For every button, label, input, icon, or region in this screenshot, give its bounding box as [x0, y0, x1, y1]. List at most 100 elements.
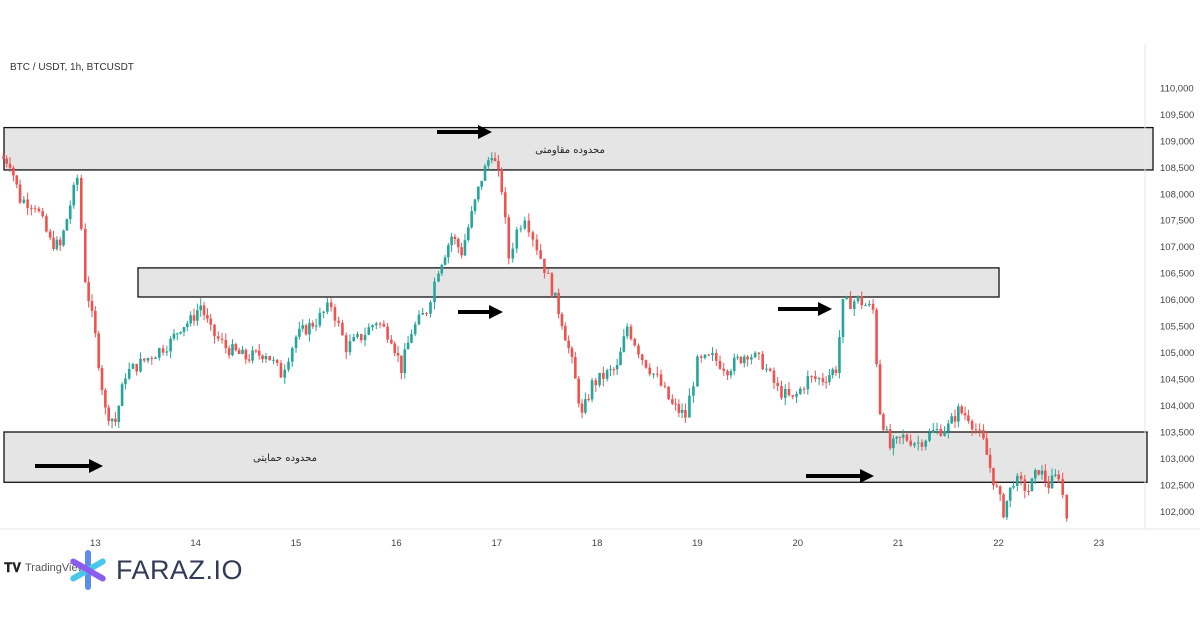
candle-body	[718, 360, 722, 369]
candle-body	[473, 199, 477, 212]
y-tick-label: 107,000	[1160, 242, 1194, 253]
middle-zone	[137, 267, 1000, 298]
candle-body	[663, 385, 667, 387]
candle-body	[892, 438, 895, 449]
candle-body	[483, 165, 487, 181]
candle-body	[1033, 470, 1037, 479]
candle-body	[124, 378, 127, 385]
candle-body	[120, 384, 124, 406]
candle-body	[279, 362, 283, 378]
candle-body	[254, 350, 258, 352]
candle-body	[503, 192, 507, 218]
support-zone-label: محدوده حمایتی	[253, 453, 317, 464]
faraz-star-icon	[70, 550, 106, 590]
candle-body	[1057, 474, 1061, 480]
candle-body	[806, 376, 810, 390]
candle-body	[352, 336, 356, 342]
y-tick-label: 103,500	[1160, 428, 1194, 439]
candle-body	[957, 406, 960, 422]
candle-body	[62, 230, 65, 246]
candle-body	[172, 333, 176, 339]
candle-body	[220, 338, 224, 340]
candle-body	[594, 380, 598, 386]
candle-body	[988, 454, 992, 468]
candle-body	[998, 486, 1002, 495]
candle-body	[241, 349, 244, 354]
candle-body	[261, 355, 264, 360]
x-tick-label: 18	[592, 538, 603, 549]
candle-body	[519, 228, 523, 230]
candle-body	[791, 395, 795, 397]
y-tick-label: 102,500	[1160, 480, 1194, 491]
candle-body	[982, 429, 985, 439]
candle-body	[500, 169, 504, 193]
candle-body	[992, 467, 995, 486]
candle-body	[1023, 479, 1027, 491]
candle-body	[714, 353, 718, 361]
candle-body	[410, 334, 413, 343]
candle-body	[570, 348, 574, 357]
candle-body	[560, 313, 564, 327]
faraz-logo[interactable]: FARAZ.IO	[66, 548, 243, 592]
x-tick-label: 19	[692, 538, 703, 549]
candle-body	[237, 350, 241, 354]
candle-body	[493, 158, 497, 162]
candle-body	[644, 360, 648, 368]
candle-body	[553, 292, 557, 296]
candle-body	[5, 158, 8, 164]
candle-body	[72, 184, 76, 206]
candle-body	[546, 272, 550, 274]
candle-body	[55, 239, 59, 249]
candle-body	[150, 358, 154, 360]
candle-body	[453, 236, 457, 240]
candle-body	[1016, 475, 1019, 486]
y-axis: 110,000 109,500 109,000 108,500 108,000 107,5…	[1144, 44, 1194, 529]
candle-body	[1044, 470, 1047, 482]
arrow-head	[489, 305, 503, 319]
candle-body	[202, 305, 206, 315]
candle-body	[950, 416, 953, 424]
x-axis: 13 14 15 16 17 18 19 20 21 22 23	[0, 528, 1200, 549]
x-tick-label: 17	[491, 538, 502, 549]
candle-body	[905, 434, 909, 441]
candle-body	[860, 296, 864, 306]
candle-body	[329, 302, 333, 308]
candle-body	[333, 307, 337, 321]
y-tick-label: 109,500	[1160, 110, 1194, 121]
candle-body	[182, 327, 186, 332]
candle-body	[37, 208, 41, 212]
candle-body	[135, 363, 139, 372]
candle-body	[523, 220, 527, 229]
tradingview-mark: 𝐓𝐕 TradingView	[4, 560, 86, 576]
candle-body	[622, 336, 626, 352]
candle-body	[821, 378, 825, 382]
candle-body	[699, 356, 703, 358]
candle-body	[234, 344, 238, 351]
candle-body	[580, 403, 584, 413]
candle-body	[798, 388, 802, 394]
y-tick-label: 105,500	[1160, 322, 1194, 333]
candle-body	[460, 247, 463, 256]
candle-body	[795, 393, 798, 397]
candle-body	[417, 314, 421, 325]
candle-body	[711, 353, 714, 356]
candle-body	[535, 239, 539, 251]
arrow-right-icon	[35, 459, 103, 473]
candle-body	[209, 318, 213, 325]
zones-layer	[3, 126, 1154, 483]
y-tick-label: 104,000	[1160, 401, 1194, 412]
candle-body	[577, 378, 580, 404]
candle-body	[257, 350, 261, 356]
candle-body	[8, 163, 12, 168]
candle-body	[845, 297, 849, 299]
arrow-head	[89, 459, 103, 473]
candle-body	[511, 248, 515, 259]
candle-body	[175, 333, 179, 335]
candle-body	[165, 351, 169, 353]
candle-body	[382, 323, 386, 327]
candle-body	[244, 349, 248, 360]
candle-body	[371, 325, 374, 328]
candle-body	[487, 160, 490, 166]
candle-body	[557, 292, 560, 314]
y-tick-label: 109,000	[1160, 136, 1194, 147]
